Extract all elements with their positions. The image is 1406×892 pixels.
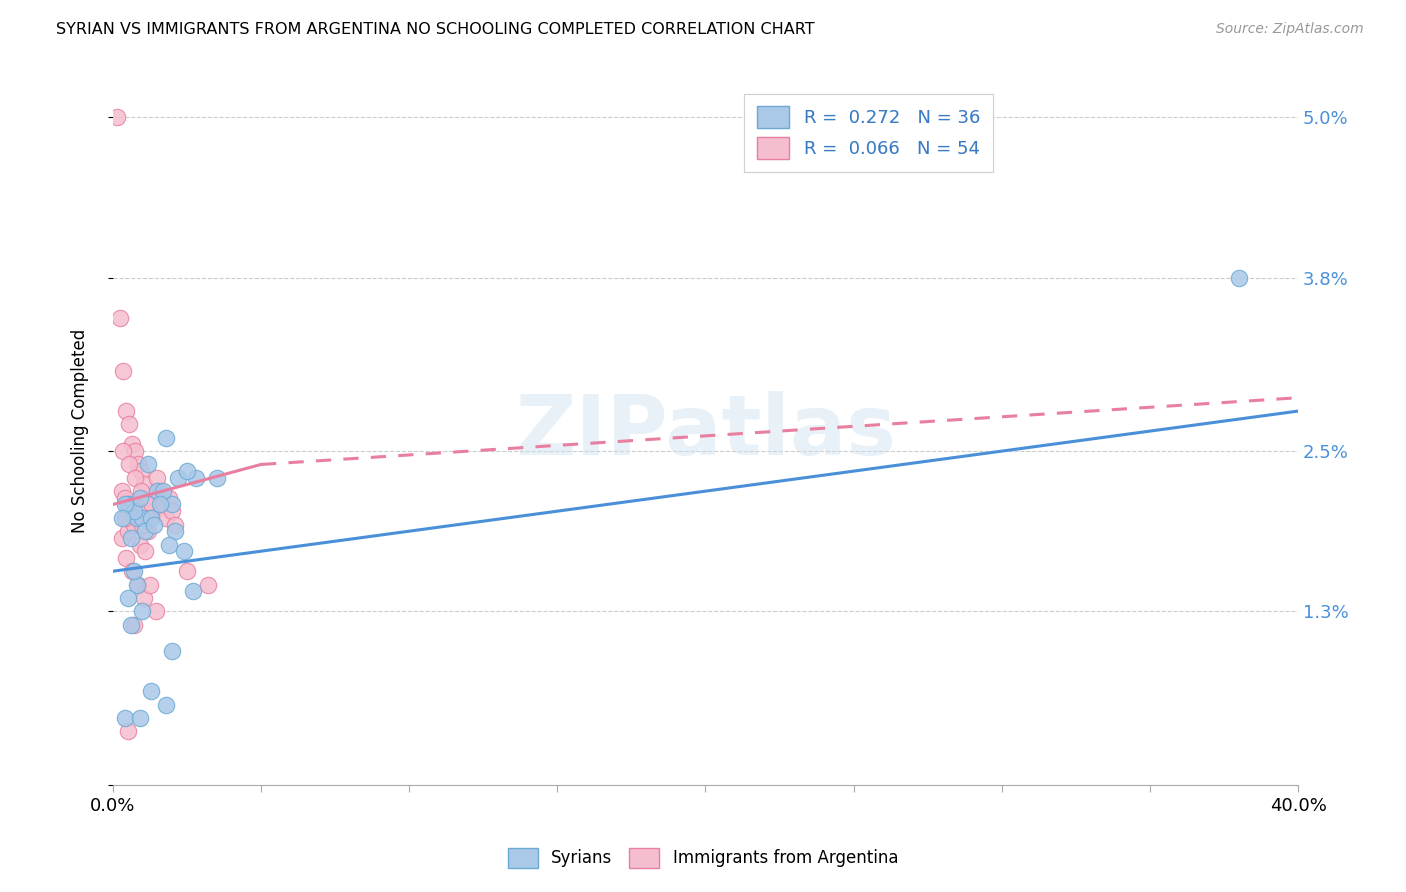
Point bbox=[157, 537, 180, 551]
Point bbox=[114, 711, 136, 725]
Text: ZIPatlas: ZIPatlas bbox=[515, 391, 896, 472]
Point bbox=[105, 111, 128, 125]
Point bbox=[127, 458, 149, 472]
Point bbox=[131, 604, 153, 618]
Point bbox=[165, 517, 187, 532]
Point bbox=[125, 504, 148, 518]
Point bbox=[160, 504, 183, 518]
Point bbox=[128, 537, 150, 551]
Point bbox=[131, 491, 153, 505]
Point bbox=[114, 491, 136, 505]
Legend: R =  0.272   N = 36, R =  0.066   N = 54: R = 0.272 N = 36, R = 0.066 N = 54 bbox=[744, 94, 993, 172]
Point bbox=[145, 604, 167, 618]
Point bbox=[176, 564, 198, 578]
Point bbox=[155, 698, 177, 712]
Point bbox=[141, 684, 163, 698]
Point bbox=[121, 564, 143, 578]
Point bbox=[120, 531, 142, 545]
Point bbox=[111, 531, 134, 545]
Point bbox=[112, 444, 135, 458]
Point bbox=[135, 498, 157, 512]
Point bbox=[184, 471, 207, 485]
Point bbox=[129, 484, 152, 499]
Point bbox=[125, 511, 148, 525]
Point bbox=[112, 364, 135, 378]
Point bbox=[128, 498, 150, 512]
Text: SYRIAN VS IMMIGRANTS FROM ARGENTINA NO SCHOOLING COMPLETED CORRELATION CHART: SYRIAN VS IMMIGRANTS FROM ARGENTINA NO S… bbox=[56, 22, 815, 37]
Point bbox=[114, 498, 136, 512]
Point bbox=[134, 511, 156, 525]
Point bbox=[176, 464, 198, 478]
Point bbox=[134, 544, 156, 558]
Point bbox=[181, 584, 204, 599]
Point bbox=[155, 511, 177, 525]
Point bbox=[146, 484, 169, 499]
Point bbox=[117, 591, 139, 605]
Point bbox=[138, 524, 160, 539]
Point bbox=[118, 417, 141, 432]
Point bbox=[117, 498, 139, 512]
Point bbox=[141, 511, 163, 525]
Point bbox=[141, 498, 163, 512]
Point bbox=[160, 644, 183, 658]
Point bbox=[157, 491, 180, 505]
Point bbox=[127, 577, 149, 591]
Point bbox=[111, 484, 134, 499]
Point bbox=[122, 517, 145, 532]
Point bbox=[125, 577, 148, 591]
Point bbox=[122, 617, 145, 632]
Point bbox=[122, 517, 145, 532]
Point bbox=[131, 517, 153, 532]
Point bbox=[120, 498, 142, 512]
Point bbox=[115, 550, 138, 565]
Point bbox=[138, 511, 160, 525]
Point bbox=[122, 564, 145, 578]
Text: Source: ZipAtlas.com: Source: ZipAtlas.com bbox=[1216, 22, 1364, 37]
Point bbox=[121, 437, 143, 451]
Point bbox=[111, 511, 134, 525]
Point bbox=[143, 504, 166, 518]
Point bbox=[173, 544, 195, 558]
Point bbox=[124, 444, 146, 458]
Point bbox=[132, 591, 155, 605]
Point bbox=[122, 504, 145, 518]
Point bbox=[110, 310, 132, 325]
Point bbox=[128, 711, 150, 725]
Point bbox=[129, 464, 152, 478]
Point bbox=[115, 404, 138, 418]
Point bbox=[125, 504, 148, 518]
Point bbox=[128, 491, 150, 505]
Point bbox=[114, 511, 136, 525]
Point bbox=[134, 524, 156, 539]
Point bbox=[120, 511, 142, 525]
Point bbox=[197, 577, 219, 591]
Point bbox=[117, 724, 139, 739]
Point bbox=[124, 471, 146, 485]
Legend: Syrians, Immigrants from Argentina: Syrians, Immigrants from Argentina bbox=[502, 841, 904, 875]
Point bbox=[149, 484, 172, 499]
Point bbox=[1227, 270, 1250, 285]
Point bbox=[143, 517, 166, 532]
Point bbox=[139, 577, 162, 591]
Point bbox=[138, 458, 160, 472]
Point bbox=[152, 484, 174, 499]
Point bbox=[120, 617, 142, 632]
Point bbox=[117, 524, 139, 539]
Point bbox=[155, 431, 177, 445]
Point bbox=[118, 458, 141, 472]
Point bbox=[132, 477, 155, 491]
Point bbox=[149, 498, 172, 512]
Point bbox=[131, 511, 153, 525]
Point bbox=[167, 471, 190, 485]
Point bbox=[117, 498, 139, 512]
Point bbox=[165, 524, 187, 539]
Point bbox=[152, 498, 174, 512]
Y-axis label: No Schooling Completed: No Schooling Completed bbox=[72, 329, 89, 533]
Point bbox=[146, 471, 169, 485]
Point bbox=[160, 498, 183, 512]
Point bbox=[205, 471, 228, 485]
